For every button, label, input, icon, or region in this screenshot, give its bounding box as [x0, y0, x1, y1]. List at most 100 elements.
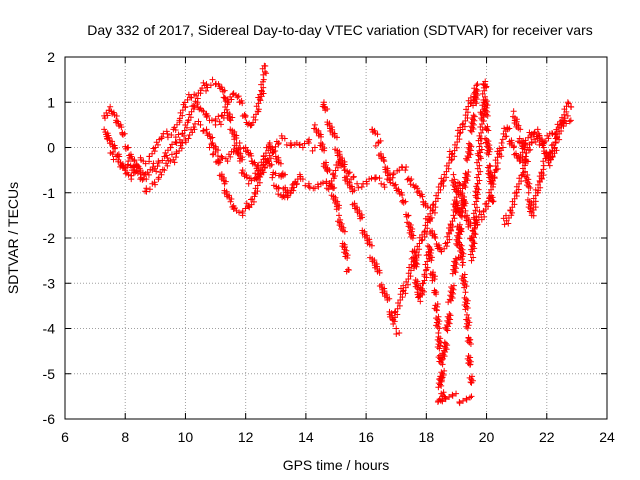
- data-point: [439, 397, 446, 404]
- data-point: [432, 235, 439, 241]
- data-point: [239, 167, 246, 174]
- data-point: [490, 181, 497, 188]
- data-point: [419, 291, 426, 298]
- data-point: [522, 159, 529, 166]
- data-point: [474, 81, 481, 88]
- data-point: [194, 99, 201, 106]
- data-point: [467, 340, 474, 347]
- data-point: [567, 103, 574, 110]
- grid-lines: [65, 57, 607, 419]
- data-point: [191, 103, 198, 110]
- data-point: [149, 167, 156, 174]
- data-point: [134, 162, 141, 169]
- data-point: [294, 176, 301, 183]
- data-point: [173, 150, 180, 157]
- data-point: [263, 70, 270, 77]
- data-point: [164, 130, 171, 137]
- data-point: [208, 117, 215, 124]
- data-point: [227, 93, 234, 100]
- data-point: [517, 126, 524, 133]
- data-point: [145, 171, 152, 178]
- data-point: [283, 141, 290, 148]
- data-point: [275, 191, 282, 198]
- data-point: [122, 170, 129, 177]
- data-point: [424, 203, 431, 210]
- data-point: [203, 81, 210, 88]
- series-track-4: [206, 139, 304, 199]
- data-point: [435, 397, 442, 404]
- data-point: [403, 164, 410, 171]
- data-point: [381, 181, 388, 188]
- data-point: [125, 171, 132, 178]
- data-point: [196, 106, 203, 113]
- data-point: [247, 175, 254, 182]
- data-point: [164, 134, 171, 141]
- data-point: [462, 306, 469, 313]
- data-point: [452, 269, 459, 276]
- data-point: [468, 379, 475, 386]
- data-point: [150, 160, 157, 167]
- series-track-5: [311, 121, 352, 275]
- data-point: [424, 243, 431, 250]
- data-point: [421, 277, 428, 284]
- data-point: [491, 174, 498, 181]
- y-tick-label: -3: [43, 275, 56, 291]
- data-point: [484, 123, 491, 130]
- data-point: [292, 178, 299, 185]
- data-point: [460, 259, 467, 266]
- data-point: [296, 142, 303, 149]
- data-point: [163, 160, 170, 167]
- data-point: [200, 127, 207, 134]
- data-point: [566, 118, 573, 125]
- data-point: [220, 88, 227, 95]
- data-point: [421, 271, 428, 278]
- data-point: [418, 285, 425, 292]
- data-point: [317, 133, 324, 140]
- data-point: [499, 144, 506, 151]
- data-point: [228, 195, 235, 202]
- data-point: [207, 135, 214, 142]
- data-point: [400, 199, 407, 206]
- data-point: [163, 128, 170, 135]
- data-point: [407, 177, 414, 184]
- data-point: [384, 296, 391, 303]
- data-point: [411, 248, 418, 255]
- y-axis-label: SDTVAR / TECUs: [5, 182, 21, 294]
- data-point: [188, 94, 195, 101]
- data-point: [144, 169, 151, 176]
- data-point: [185, 135, 192, 142]
- data-point: [433, 307, 440, 314]
- data-point: [485, 151, 492, 158]
- data-point: [168, 131, 175, 138]
- data-point: [467, 361, 474, 368]
- x-tick-label: 10: [178, 429, 194, 445]
- data-point: [552, 139, 559, 146]
- data-point: [228, 96, 235, 103]
- data-points: [101, 62, 575, 407]
- data-point: [439, 361, 446, 368]
- data-point: [200, 79, 207, 86]
- data-point: [251, 189, 258, 196]
- data-point: [484, 112, 491, 119]
- data-point: [415, 293, 422, 300]
- data-point: [341, 161, 348, 168]
- data-point: [275, 139, 282, 146]
- data-point: [463, 395, 470, 402]
- data-point: [321, 147, 328, 154]
- data-point: [192, 120, 199, 127]
- y-tick-label: 1: [47, 94, 55, 110]
- data-point: [344, 255, 351, 261]
- data-point: [239, 208, 246, 215]
- data-point: [306, 136, 313, 143]
- data-point: [289, 181, 296, 188]
- data-point: [442, 395, 449, 402]
- data-point: [131, 158, 138, 165]
- data-point: [153, 168, 160, 175]
- data-point: [527, 146, 534, 153]
- data-point: [311, 121, 318, 128]
- data-point: [311, 185, 318, 192]
- data-point: [341, 228, 348, 235]
- data-point: [464, 157, 471, 164]
- data-point: [239, 100, 246, 107]
- data-point: [467, 127, 474, 134]
